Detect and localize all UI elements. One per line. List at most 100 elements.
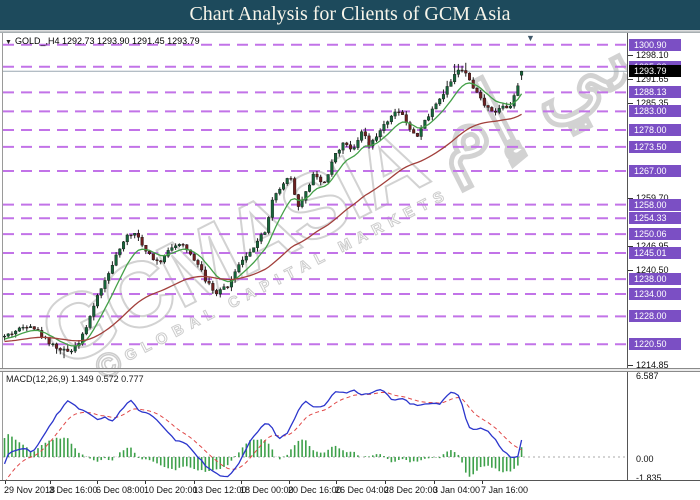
- candle-body: [460, 69, 464, 72]
- candle-body: [427, 116, 431, 121]
- candle-body: [330, 161, 334, 175]
- candle-body: [155, 259, 159, 261]
- candle-body: [177, 244, 181, 247]
- candle-body: [99, 288, 103, 296]
- candle-body: [386, 121, 390, 125]
- candle-body: [58, 348, 62, 351]
- candle-body: [226, 286, 230, 288]
- candle-body: [464, 70, 468, 74]
- candle-body: [270, 199, 274, 218]
- candle-body: [356, 140, 360, 148]
- price-tick-label: 1298.10: [636, 50, 669, 61]
- candle-body: [211, 283, 215, 291]
- candle-body: [129, 234, 133, 237]
- candle-body: [166, 250, 170, 257]
- candle-body: [494, 110, 498, 113]
- candle-body: [218, 289, 222, 295]
- candle-body: [55, 343, 59, 349]
- macd-axis-label: -1.835: [636, 473, 662, 483]
- candle-body: [151, 253, 155, 260]
- candle-body: [73, 345, 77, 352]
- candle-body: [244, 256, 248, 261]
- candle-body: [259, 234, 263, 242]
- axis-tick: [628, 102, 633, 104]
- chevron-down-icon: ▼: [5, 39, 12, 46]
- time-axis-tick: [434, 481, 435, 484]
- candle-body: [334, 153, 338, 163]
- candle-body: [453, 74, 457, 83]
- candle-body: [456, 69, 460, 75]
- macd-axis-label: 6.587: [636, 371, 659, 381]
- candle-body: [486, 105, 490, 108]
- price-tick-label: 1214.85: [636, 360, 669, 371]
- macd-indicator-label: MACD(12,26,9) 1.349 0.572 0.777: [6, 374, 144, 384]
- candle-body: [252, 247, 256, 253]
- candle-body: [207, 281, 211, 284]
- candle-body: [378, 130, 382, 138]
- candle-body: [136, 233, 140, 238]
- candle-body: [84, 327, 88, 335]
- candle-body: [490, 107, 494, 112]
- time-axis-tick: [336, 481, 337, 484]
- level-price-badge: 1220.50: [629, 338, 681, 351]
- candle-body: [21, 327, 25, 329]
- level-price-badge: 1228.00: [629, 310, 681, 323]
- candle-body: [122, 241, 126, 250]
- time-axis-tick: [241, 481, 242, 484]
- candle-body: [14, 330, 18, 335]
- candle-body: [449, 81, 453, 87]
- symbol-dropdown[interactable]: ▼ GOLD_,H4 1292.73 1293.90 1291.45 1293.7…: [5, 36, 200, 46]
- time-axis-label: 6 Dec 08:00: [96, 485, 145, 495]
- candle-body: [352, 147, 356, 150]
- time-axis-label: 3 Jan 04:00: [433, 485, 481, 495]
- candle-body: [32, 326, 36, 330]
- symbol-name: GOLD_,H4: [14, 36, 60, 46]
- time-axis-label: 20 Dec 16:00: [288, 485, 342, 495]
- candle-body: [479, 92, 483, 99]
- candle-body: [393, 111, 397, 117]
- time-axis-label: 10 Dec 20:00: [144, 485, 198, 495]
- candle-body: [92, 305, 96, 317]
- candle-body: [237, 264, 241, 272]
- candle-body: [371, 140, 375, 147]
- axis-tick: [628, 365, 633, 367]
- candle-body: [516, 85, 520, 96]
- ma-fast-line: [4, 82, 523, 347]
- candle-body: [311, 173, 315, 186]
- price-axis[interactable]: 1298.10 1291.65 1285.35 1259.70 1246.95 1240.…: [627, 33, 700, 483]
- pane-separator-handle[interactable]: [0, 368, 700, 372]
- candle-body: [274, 193, 278, 201]
- time-axis-label: 3 Dec 16:00: [49, 485, 98, 495]
- macd-axis-label: 0.00: [636, 454, 654, 464]
- candle-body: [345, 142, 349, 145]
- level-price-badge: 1258.00: [629, 198, 681, 211]
- time-axis-label: 26 Dec 04:00: [335, 485, 389, 495]
- candle-body: [140, 237, 144, 246]
- candle-body: [170, 247, 174, 251]
- level-price-badge: 1234.00: [629, 288, 681, 300]
- ma-slow-line: [4, 113, 522, 343]
- axis-tick: [628, 269, 633, 271]
- candle-body: [404, 114, 408, 123]
- time-axis-tick: [97, 481, 98, 484]
- candle-body: [293, 178, 297, 195]
- candle-body: [162, 255, 166, 263]
- macd-values: 1.349 0.572 0.777: [71, 374, 144, 384]
- time-axis-label: 29 Nov 2018: [4, 485, 56, 495]
- time-axis-tick: [482, 481, 483, 484]
- candle-body: [196, 260, 200, 265]
- candle-body: [423, 119, 427, 129]
- price-tick-label: 1246.95: [636, 240, 669, 251]
- candle-body: [103, 280, 107, 289]
- candle-body: [282, 183, 286, 190]
- time-axis[interactable]: 29 Nov 2018 3 Dec 16:00 6 Dec 08:00 10 Dec …: [0, 480, 700, 500]
- level-price-badge: 1254.33: [629, 212, 681, 225]
- candle-body: [319, 176, 323, 183]
- candle-body: [118, 248, 122, 256]
- symbol-ohlc-values: 1292.73 1293.90 1291.45 1293.79: [61, 36, 200, 46]
- time-axis-tick: [289, 481, 290, 484]
- candle-body: [375, 136, 379, 141]
- candle-body: [17, 327, 21, 332]
- candle-body: [174, 245, 178, 248]
